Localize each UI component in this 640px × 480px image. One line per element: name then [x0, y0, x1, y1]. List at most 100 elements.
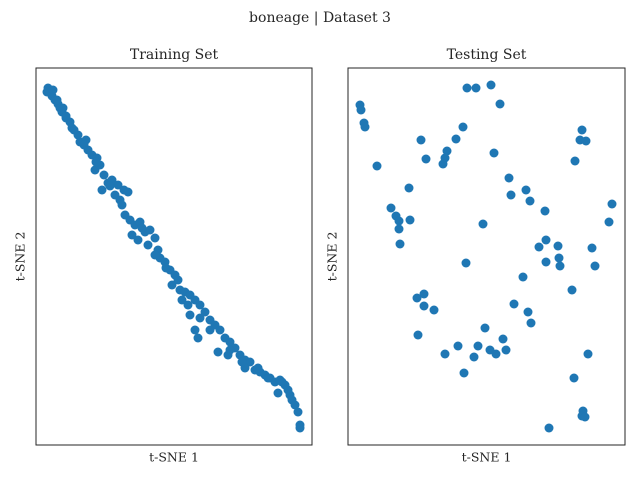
scatter-point	[555, 261, 565, 271]
scatter-point	[253, 363, 263, 373]
scatter-point	[581, 136, 591, 146]
scatter-point	[190, 325, 200, 335]
scatter-point	[570, 156, 580, 166]
scatter-point	[523, 307, 533, 317]
scatter-point	[386, 203, 396, 213]
scatter-point	[473, 341, 483, 351]
scatter-point	[413, 330, 423, 340]
scatter-point	[290, 400, 300, 410]
scatter-point	[504, 173, 514, 183]
scatter-point	[459, 368, 469, 378]
scatter-point	[554, 253, 564, 263]
scatter-point	[501, 345, 511, 355]
scatter-point	[52, 95, 62, 105]
scatter-point	[419, 289, 429, 299]
scatter-point	[69, 125, 79, 135]
scatter-point	[544, 423, 554, 433]
scatter-point	[99, 170, 109, 180]
scatter-point	[133, 235, 143, 245]
scatter-point	[137, 223, 147, 233]
scatter-point	[127, 230, 137, 240]
x-axis-label: t-SNE 1	[462, 450, 512, 465]
scatter-point	[143, 240, 153, 250]
axes-title: Testing Set	[447, 47, 527, 63]
scatter-point	[587, 243, 597, 253]
scatter-point	[79, 140, 89, 150]
scatter-point	[541, 257, 551, 267]
scatter-point	[421, 154, 431, 164]
scatter-point	[173, 275, 183, 285]
figure-title: boneage | Dataset 3	[249, 10, 391, 26]
scatter-point	[498, 334, 508, 344]
scatter-point	[150, 250, 160, 260]
scatter-point	[195, 313, 205, 323]
scatter-point	[372, 161, 382, 171]
scatter-point	[293, 407, 303, 417]
scatter-point	[506, 190, 516, 200]
scatter-point	[442, 146, 452, 156]
scatter-point	[526, 318, 536, 328]
scatter-point	[48, 85, 58, 95]
scatter-point	[540, 206, 550, 216]
x-axis-label: t-SNE 1	[149, 450, 199, 465]
scatter-point	[225, 337, 235, 347]
scatter-point	[295, 423, 305, 433]
scatter-point	[469, 352, 479, 362]
scatter-point	[521, 185, 531, 195]
scatter-point	[150, 233, 160, 243]
scatter-point	[225, 345, 235, 355]
scatter-point	[200, 307, 210, 317]
scatter-point	[117, 200, 127, 210]
scatter-point	[395, 239, 405, 249]
scatter-point	[604, 217, 614, 227]
scatter-point	[453, 341, 463, 351]
scatter-point	[405, 215, 415, 225]
scatter-point	[245, 357, 255, 367]
scatter-point	[440, 349, 450, 359]
scatter-point	[237, 357, 247, 367]
scatter-point	[145, 225, 155, 235]
scatter-point	[394, 216, 404, 226]
scatter-point	[195, 300, 205, 310]
scatter-point	[404, 183, 414, 193]
scatter-point	[177, 295, 187, 305]
scatter-point	[183, 300, 193, 310]
scatter-point	[416, 135, 426, 145]
axes-frame	[347, 67, 626, 446]
scatter-point	[419, 301, 429, 311]
scatter-point	[412, 293, 422, 303]
scatter-point	[577, 125, 587, 135]
scatter-point	[91, 157, 101, 167]
scatter-point	[495, 99, 505, 109]
scatter-point	[429, 305, 439, 315]
scatter-point	[607, 199, 617, 209]
scatter-point	[123, 187, 133, 197]
scatter-point	[471, 83, 481, 93]
scatter-point	[534, 242, 544, 252]
scatter-point	[58, 103, 68, 113]
scatter-point	[113, 180, 123, 190]
scatter-point	[461, 258, 471, 268]
scatter-point	[193, 333, 203, 343]
scatter-point	[356, 105, 366, 115]
scatter-point	[458, 122, 468, 132]
y-axis-label: t-SNE 2	[13, 232, 28, 282]
scatter-point	[486, 80, 496, 90]
scatter-point	[569, 373, 579, 383]
scatter-point	[394, 224, 404, 234]
scatter-point	[451, 134, 461, 144]
scatter-point	[185, 310, 195, 320]
y-axis-label: t-SNE 2	[325, 232, 340, 282]
scatter-point	[273, 388, 283, 398]
scatter-point	[509, 299, 519, 309]
axes-title: Training Set	[130, 47, 219, 63]
scatter-point	[489, 148, 499, 158]
scatter-point	[541, 235, 551, 245]
scatter-point	[518, 272, 528, 282]
scatter-point	[213, 347, 223, 357]
scatter-point	[491, 349, 501, 359]
scatter-point	[553, 241, 563, 251]
